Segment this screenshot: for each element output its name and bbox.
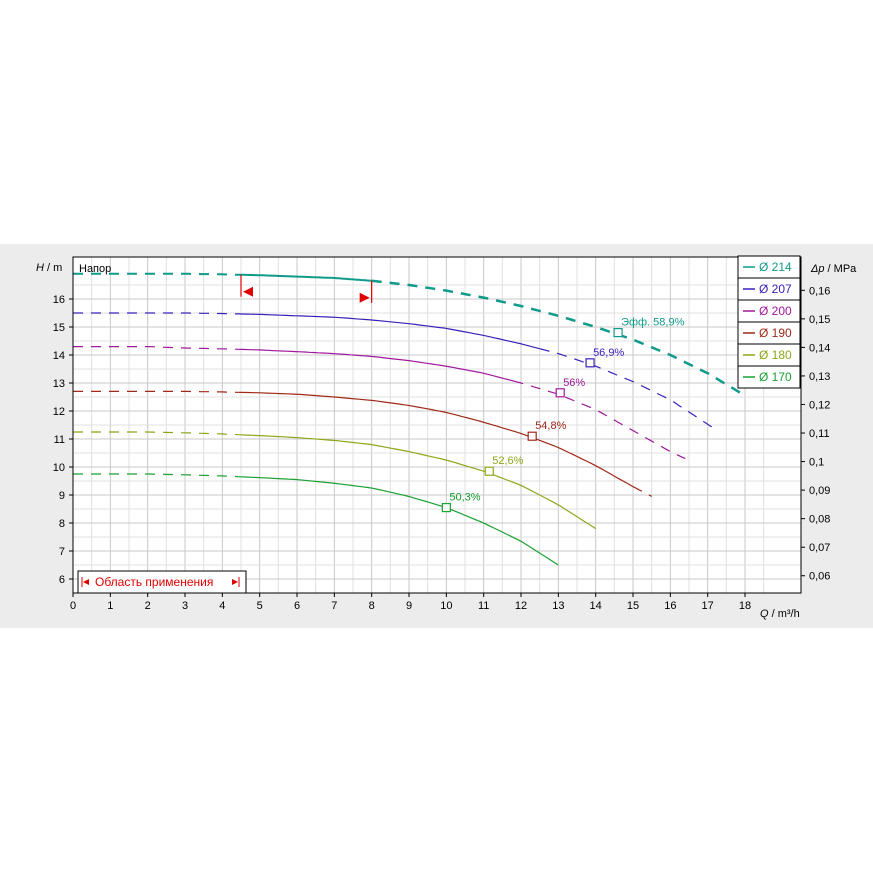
curve-1-dashed-right <box>539 348 716 430</box>
legend-label-5: Ø 170 <box>759 370 792 384</box>
axes: 0 1 2 3 4 5 6 7 8 9 10 11 12 13 14 15 16 17 18678910111213… <box>53 285 831 612</box>
y2-axis-unit: / MPa <box>825 263 858 275</box>
curve-4-dashed-left <box>73 431 242 436</box>
region-legend-left-arrow <box>83 579 89 585</box>
x-tick-label: 0 <box>70 600 76 612</box>
x-tick-label: 11 <box>478 600 489 612</box>
x-tick-label: 12 <box>515 600 527 612</box>
curve-0-solid <box>241 273 372 282</box>
curve-3-dashed-right <box>632 486 653 497</box>
x-tick-label: 6 <box>294 600 300 612</box>
legend-label-1: Ø 207 <box>759 282 792 296</box>
x-tick-label: 3 <box>182 600 188 612</box>
efficiency-marker-5 <box>441 503 451 513</box>
application-region: Область применения <box>77 274 373 594</box>
curve-2-solid <box>240 348 514 382</box>
efficiency-marker-1 <box>585 358 595 368</box>
efficiency-label-4: 52,6% <box>492 455 523 467</box>
x-tick-label: 7 <box>331 600 337 612</box>
legend: Ø 214 Ø 207 Ø 200 Ø 190 Ø 180 Ø 170 <box>737 255 801 389</box>
efficiency-marker-3 <box>527 431 537 441</box>
legend-label-4: Ø 180 <box>759 348 792 362</box>
legend-item-5 <box>737 365 801 389</box>
legend-label-2: Ø 200 <box>759 304 792 318</box>
y-tick-label: 8 <box>59 518 65 530</box>
x-tick-label: 13 <box>552 600 564 612</box>
region-legend-label: Область применения <box>95 575 213 589</box>
x-axis-unit: / m³/h <box>769 608 800 620</box>
x-tick-label: 15 <box>627 600 639 612</box>
y-tick-label: 9 <box>59 490 65 502</box>
x-tick-label: 1 <box>107 600 113 612</box>
curve-0-dashed-right <box>371 279 746 397</box>
efficiency-label-2: 56% <box>563 377 585 389</box>
y2-axis-label: Δp / MPa <box>810 263 857 275</box>
y2-tick-label: 0,11 <box>809 428 830 440</box>
y-axis-symbol: H <box>36 262 44 274</box>
efficiency-label-3: 54,8% <box>535 420 566 432</box>
efficiency-label-0: Эфф. 58,9% <box>621 317 685 329</box>
legend-label-0: Ø 214 <box>759 260 792 274</box>
y-tick-label: 7 <box>59 546 65 558</box>
y2-tick-label: 0,06 <box>809 571 830 583</box>
plot-title: Напор <box>79 263 111 275</box>
curve-3-dashed-left <box>73 390 242 393</box>
curve-1-solid <box>240 313 540 350</box>
x-tick-label: 10 <box>440 600 452 612</box>
y-tick-label: 6 <box>59 574 65 586</box>
x-tick-label: 4 <box>219 600 225 612</box>
region-right-arrow <box>359 292 370 303</box>
x-tick-label: 5 <box>257 600 263 612</box>
curve-3-solid <box>240 391 634 488</box>
curve-5-dashed-left <box>73 473 242 478</box>
y2-tick-label: 0,15 <box>809 314 830 326</box>
curve-2-dashed-right <box>513 380 686 460</box>
y2-tick-label: 0,08 <box>809 514 830 526</box>
y-tick-label: 10 <box>53 462 65 474</box>
region-left-arrow <box>243 286 253 297</box>
legend-label-3: Ø 190 <box>759 326 792 340</box>
y-tick-label: 11 <box>54 434 65 446</box>
y2-tick-label: 0,09 <box>809 485 830 497</box>
y2-tick-label: 0,12 <box>809 399 830 411</box>
chart-panel: Эфф. 58,9% 56,9% 56% 54,8% 52,6% 50,3% Област… <box>0 244 873 628</box>
x-tick-label: 18 <box>739 600 751 612</box>
x-axis-label: Q / m³/h <box>760 608 800 620</box>
y-tick-label: 14 <box>53 350 65 362</box>
x-tick-label: 14 <box>590 600 602 612</box>
curve-0-dashed-left <box>73 272 242 276</box>
y-tick-label: 16 <box>53 294 65 306</box>
x-tick-label: 8 <box>369 600 375 612</box>
y2-tick-label: 0,1 <box>809 457 824 469</box>
y-axis-unit: / m <box>44 262 62 274</box>
efficiency-label-1: 56,9% <box>593 347 624 359</box>
x-tick-label: 17 <box>702 600 714 612</box>
y2-tick-label: 0,14 <box>809 342 830 354</box>
y2-tick-label: 0,16 <box>809 285 830 297</box>
curves <box>73 272 746 566</box>
x-tick-label: 16 <box>664 600 676 612</box>
y-tick-label: 13 <box>53 378 65 390</box>
curve-4-solid <box>240 434 597 530</box>
y-tick-label: 15 <box>53 322 65 334</box>
x-axis-symbol: Q <box>760 608 769 620</box>
curve-1-dashed-left <box>73 312 242 315</box>
region-legend-right-arrow <box>232 579 238 585</box>
curve-5-solid <box>240 476 559 566</box>
x-tick-label: 2 <box>145 600 151 612</box>
plot-frame <box>72 256 802 594</box>
y2-tick-label: 0,13 <box>809 371 830 383</box>
efficiency-markers: Эфф. 58,9% 56,9% 56% 54,8% 52,6% 50,3% <box>441 317 685 513</box>
y2-tick-label: 0,07 <box>809 542 830 554</box>
efficiency-marker-4 <box>484 466 494 476</box>
efficiency-marker-0 <box>613 327 623 338</box>
y2-axis-symbol: Δp <box>810 263 825 275</box>
y-axis-label: H / m <box>36 262 62 274</box>
pump-curve-chart: Эфф. 58,9% 56,9% 56% 54,8% 52,6% 50,3% Област… <box>36 255 857 620</box>
y-tick-label: 12 <box>53 406 65 418</box>
curve-2-dashed-left <box>73 346 242 350</box>
efficiency-marker-2 <box>555 388 565 398</box>
efficiency-label-5: 50,3% <box>449 492 480 504</box>
x-tick-label: 9 <box>406 600 412 612</box>
